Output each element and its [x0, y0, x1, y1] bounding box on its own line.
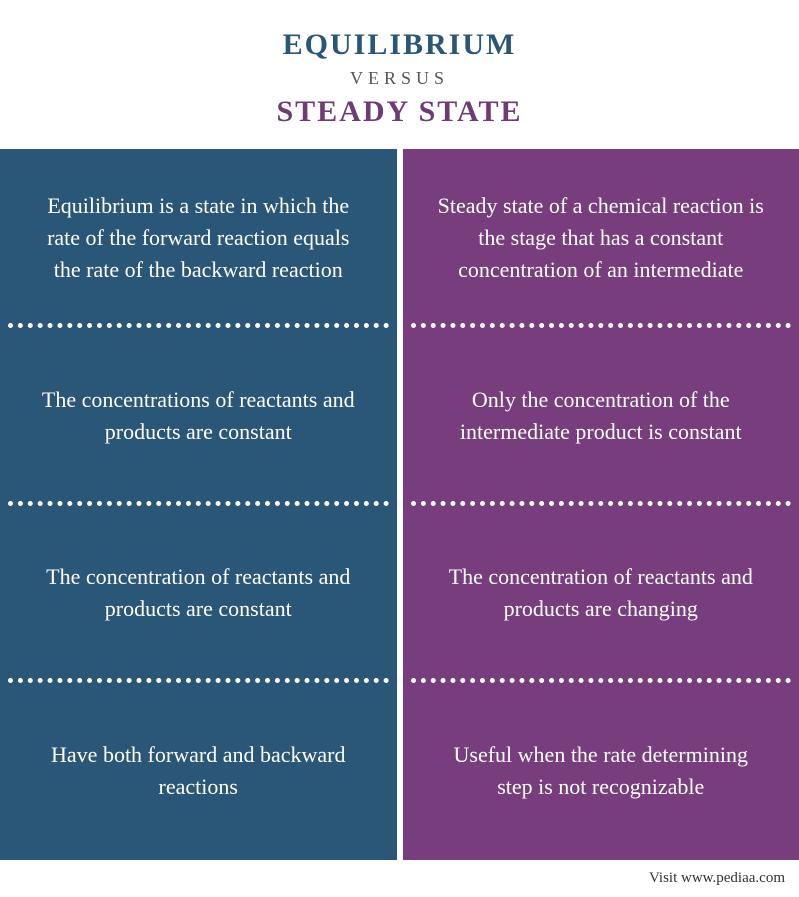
column-equilibrium: Equilibrium is a state in which the rate…: [0, 149, 397, 860]
comparison-table: Equilibrium is a state in which the rate…: [0, 149, 799, 860]
cell-equilibrium-1: The concentrations of reactants and prod…: [0, 327, 397, 505]
versus-label: VERSUS: [20, 68, 779, 89]
cell-equilibrium-0: Equilibrium is a state in which the rate…: [0, 149, 397, 327]
header: EQUILIBRIUM VERSUS STEADY STATE: [0, 0, 799, 149]
column-steady-state: Steady state of a chemical reaction is t…: [403, 149, 799, 860]
cell-steady-state-1: Only the concentration of the intermedia…: [403, 327, 799, 505]
title-right: STEADY STATE: [20, 95, 779, 129]
cell-steady-state-2: The concentration of reactants and produ…: [403, 505, 799, 683]
cell-steady-state-3: Useful when the rate determining step is…: [403, 682, 799, 860]
cell-steady-state-0: Steady state of a chemical reaction is t…: [403, 149, 799, 327]
cell-equilibrium-2: The concentration of reactants and produ…: [0, 505, 397, 683]
cell-equilibrium-3: Have both forward and backward reactions: [0, 682, 397, 860]
title-left: EQUILIBRIUM: [20, 28, 779, 62]
footer-credit: Visit www.pediaa.com: [0, 860, 799, 897]
